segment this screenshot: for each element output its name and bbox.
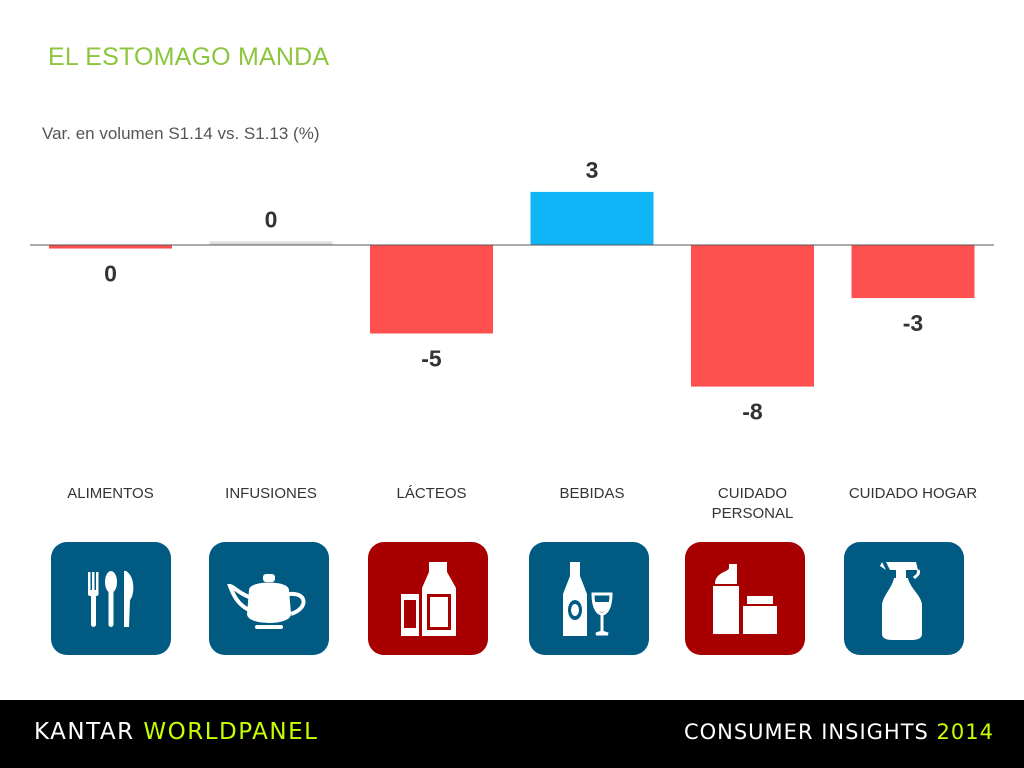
category-tile-3 <box>368 542 488 655</box>
tagline-text: CONSUMER INSIGHTS <box>683 720 937 744</box>
category-label-line: LÁCTEOS <box>396 485 467 502</box>
category-label-5: CUIDADO PERSONAL <box>673 484 833 524</box>
data-label-1: 0 <box>104 261 117 287</box>
category-label-2: INFUSIONES <box>191 484 351 504</box>
data-label-6: -3 <box>903 310 923 336</box>
category-label-1: ALIMENTOS <box>31 484 191 504</box>
category-tile-2 <box>209 542 329 655</box>
brand-kantar: KANTAR <box>34 719 144 745</box>
category-tile-1 <box>51 542 171 655</box>
chart-subtitle: Var. en volumen S1.14 vs. S1.13 (%) <box>42 124 320 143</box>
category-tile-6 <box>844 542 964 655</box>
category-label-6: CUIDADO HOGAR <box>833 484 993 504</box>
data-label-3: -5 <box>421 346 442 372</box>
category-label-3: LÁCTEOS <box>352 484 512 504</box>
bar-4 <box>530 191 654 245</box>
bar-2 <box>209 241 333 245</box>
bar-1 <box>49 245 172 249</box>
category-label-line: BEBIDAS <box>559 485 625 502</box>
data-label-5: -8 <box>742 399 763 425</box>
footer-tagline: CONSUMER INSIGHTS 2014 <box>684 720 994 744</box>
category-label-line: INFUSIONES <box>225 485 317 502</box>
bar-6 <box>851 245 975 299</box>
data-label-4: 3 <box>586 157 599 183</box>
kantar-worldpanel-logo: KANTAR WORLDPANEL <box>34 719 318 745</box>
footer-bar: KANTAR WORLDPANEL CONSUMER INSIGHTS 2014 <box>0 700 1024 768</box>
chart-title: EL ESTOMAGO MANDA <box>48 43 330 71</box>
category-label-4: BEBIDAS <box>512 484 672 504</box>
bar-3 <box>370 245 493 334</box>
brand-worldpanel: WORLDPANEL <box>143 719 319 745</box>
tagline-year: 2014 <box>936 720 994 744</box>
category-label-line: ALIMENTOS <box>67 485 154 502</box>
category-label-line: CUIDADO <box>717 485 788 502</box>
data-label-2: 0 <box>265 206 278 232</box>
category-tile-5 <box>685 542 805 655</box>
bar-chart: 0 0 -5 3 -8 -3 <box>30 157 994 425</box>
category-label-line: CUIDADO HOGAR <box>848 485 978 502</box>
category-label-line: PERSONAL <box>711 505 794 522</box>
bar-5 <box>691 245 814 387</box>
category-tile-4 <box>529 542 649 655</box>
